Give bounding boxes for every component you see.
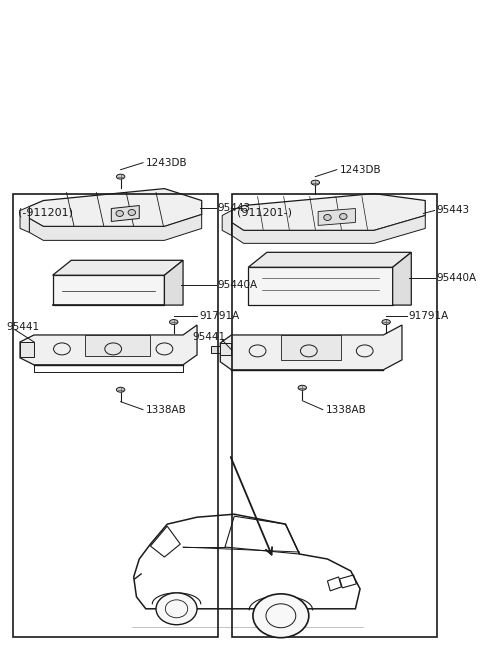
Text: 1243DB: 1243DB (339, 164, 381, 175)
Text: 95443: 95443 (436, 206, 469, 215)
Ellipse shape (298, 385, 307, 390)
Polygon shape (220, 325, 402, 370)
Text: 95441: 95441 (192, 332, 226, 342)
Polygon shape (281, 335, 341, 360)
Polygon shape (20, 206, 29, 233)
Polygon shape (85, 335, 150, 356)
Polygon shape (111, 206, 139, 221)
Text: 1243DB: 1243DB (146, 158, 187, 168)
Text: (-911201): (-911201) (18, 208, 73, 217)
Text: (911201-): (911201-) (237, 208, 292, 217)
Ellipse shape (382, 320, 390, 324)
Polygon shape (53, 275, 165, 305)
Bar (232, 194, 437, 637)
Ellipse shape (117, 174, 125, 179)
Polygon shape (29, 214, 202, 240)
Text: 95440A: 95440A (217, 280, 258, 290)
Ellipse shape (116, 210, 123, 216)
Polygon shape (211, 346, 220, 353)
Ellipse shape (117, 387, 125, 392)
Polygon shape (248, 252, 411, 267)
Text: 91791A: 91791A (408, 311, 449, 321)
Text: 95443: 95443 (217, 202, 251, 212)
Polygon shape (220, 343, 231, 355)
Text: 91791A: 91791A (199, 311, 239, 321)
Polygon shape (231, 194, 425, 231)
Polygon shape (53, 260, 183, 275)
Bar (12, 194, 218, 637)
Text: 1338AB: 1338AB (325, 405, 366, 415)
Text: 95440A: 95440A (436, 273, 477, 283)
Polygon shape (20, 325, 197, 365)
Polygon shape (222, 210, 231, 235)
Text: 95441: 95441 (6, 322, 39, 332)
Ellipse shape (253, 594, 309, 638)
Polygon shape (248, 267, 393, 305)
Polygon shape (20, 342, 34, 357)
Polygon shape (29, 189, 202, 227)
Ellipse shape (128, 210, 135, 215)
Ellipse shape (156, 593, 197, 625)
Ellipse shape (169, 320, 178, 324)
Polygon shape (393, 252, 411, 305)
Polygon shape (318, 208, 355, 225)
Ellipse shape (339, 214, 347, 219)
Ellipse shape (324, 214, 331, 221)
Text: 1338AB: 1338AB (146, 405, 187, 415)
Ellipse shape (311, 180, 320, 185)
Polygon shape (231, 215, 425, 244)
Polygon shape (165, 260, 183, 305)
